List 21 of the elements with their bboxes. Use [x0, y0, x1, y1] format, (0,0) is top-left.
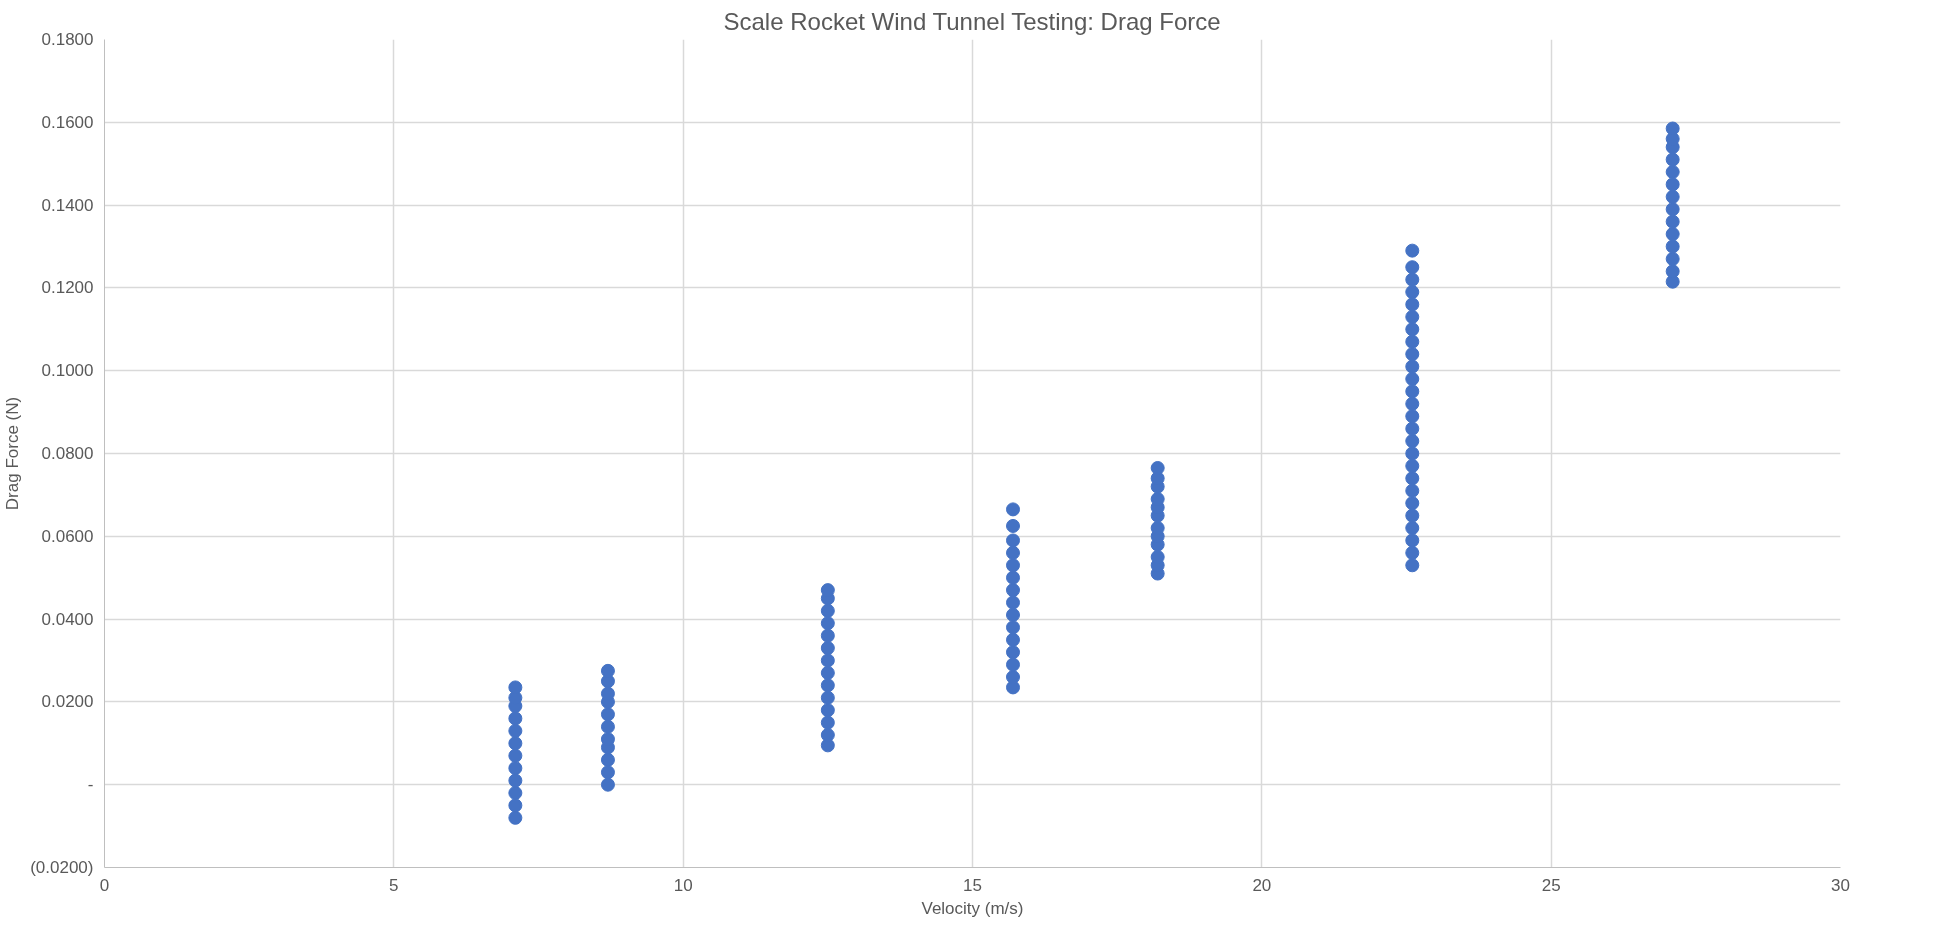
x-axis-title: Velocity (m/s) — [921, 898, 1024, 918]
y-tick-label: 0.0400 — [41, 609, 94, 629]
y-tick-label: 0.1000 — [41, 361, 94, 381]
y-tick-label: 0.1200 — [41, 278, 94, 298]
y-axis-title: Drag Force (N) — [3, 396, 23, 511]
y-tick-label: 0.0200 — [41, 692, 94, 712]
x-tick-label: 15 — [963, 875, 982, 895]
y-tick-label: - — [87, 775, 94, 795]
y-tick-label: 0.0600 — [41, 526, 94, 546]
y-tick-label: 0.0800 — [41, 444, 94, 463]
y-tick-label: 0.1600 — [41, 112, 94, 132]
x-tick-label: 30 — [1831, 875, 1850, 895]
chart-title: Scale Rocket Wind Tunnel Testing: Drag Force — [723, 7, 1221, 35]
x-tick-label: 5 — [389, 875, 399, 895]
x-tick-label: 0 — [99, 875, 110, 895]
y-tick-label: (0.0200) — [30, 858, 94, 877]
y-tick-label: 0.1800 — [41, 30, 94, 49]
x-tick-label: 25 — [1541, 875, 1561, 895]
x-tick-label: 10 — [673, 875, 693, 895]
x-tick-label: 20 — [1252, 875, 1272, 895]
y-tick-label: 0.1400 — [41, 195, 94, 215]
